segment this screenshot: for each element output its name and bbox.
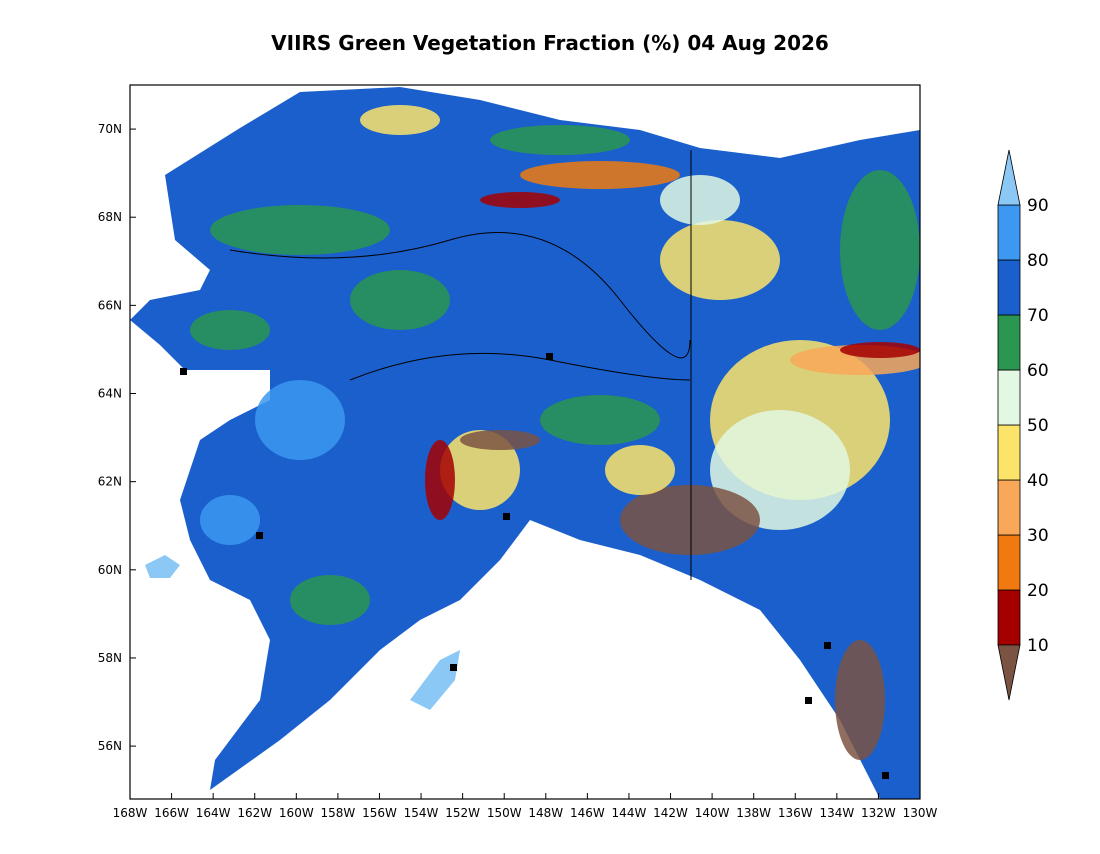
x-tick-label: 146W [570,806,605,820]
vegetation-patch [460,430,540,450]
title: VIIRS Green Vegetation Fraction (%) 04 A… [271,31,829,55]
colorbar-label: 60 [1027,361,1049,381]
x-tick-label: 168W [113,806,148,820]
y-tick-label: 62N [98,475,122,489]
island [145,555,180,578]
borders [229,150,692,580]
colorbar-label: 80 [1027,251,1049,271]
vegetation-patch [350,270,450,330]
vegetation-patch [360,105,440,135]
x-tick-label: 130W [903,806,938,820]
map-frame [129,84,921,800]
vegetation-patch [490,125,630,155]
y-tick-label: 56N [98,739,122,753]
x-tick-label: 138W [736,806,771,820]
x-tick-label: 142W [653,806,688,820]
y-tick-label: 58N [98,651,122,665]
city-marker [824,642,831,649]
x-tick-label: 140W [695,806,730,820]
colorbar-label: 50 [1027,416,1049,436]
colorbar-segment [997,424,1021,481]
x-tick-label: 158W [321,806,356,820]
colorbar-segment [997,369,1021,426]
city-marker [503,513,510,520]
vegetation-patch [290,575,370,625]
vegetation-patch [520,161,680,189]
x-tick-label: 154W [404,806,439,820]
colorbar-label: 10 [1027,636,1049,656]
cities [180,353,889,779]
vegetation-patch [620,485,760,555]
x-tick-label: 164W [196,806,231,820]
colorbar-segment [997,479,1021,536]
vegetation-patch [480,192,560,208]
city-marker [882,772,889,779]
river [229,232,691,359]
x-tick-label: 132W [861,806,896,820]
colorbar-segment [997,589,1021,646]
colorbar-label: 90 [1027,196,1049,216]
vegetation-patch [605,445,675,495]
y-tick-label: 64N [98,387,122,401]
x-tick-label: 134W [819,806,854,820]
city-marker [805,697,812,704]
colorbar-segment [997,259,1021,316]
x-tick-label: 148W [528,806,563,820]
vegetation-patch [540,395,660,445]
map-area [130,87,920,799]
vegetation-patch [425,440,455,520]
colorbar-segment [997,534,1021,591]
vegetation-patch [660,220,780,300]
colorbar-under [997,644,1021,701]
x-tick-label: 166W [154,806,189,820]
vegetation-patch [840,342,920,358]
vegetation-patch [255,380,345,460]
vegetation-patch [210,205,390,255]
colorbar-label: 30 [1027,526,1049,546]
colorbar-label: 40 [1027,471,1049,491]
island [410,650,460,710]
colorbar-label: 20 [1027,581,1049,601]
city-marker [180,368,187,375]
x-tick-label: 152W [445,806,480,820]
x-tick-label: 162W [237,806,272,820]
city-marker [450,664,457,671]
city-marker [546,353,553,360]
colorbar-segment [997,204,1021,261]
colorbar-label: 70 [1027,306,1049,326]
vegetation-patch [660,175,740,225]
vegetation-patch [840,170,920,330]
vegetation-patch [835,640,885,760]
x-tick-label: 160W [279,806,314,820]
river [349,352,691,381]
y-tick-label: 66N [98,298,122,312]
x-tick-label: 150W [487,806,522,820]
colorbar-segment [997,314,1021,371]
x-tick-label: 144W [612,806,647,820]
x-tick-label: 136W [778,806,813,820]
colorbar-over [997,149,1021,206]
y-tick-label: 68N [98,210,122,224]
x-tick-label: 156W [362,806,397,820]
y-tick-label: 70N [98,122,122,136]
y-tick-label: 60N [98,563,122,577]
city-marker [256,532,263,539]
vegetation-patch [190,310,270,350]
vegetation-patch [200,495,260,545]
